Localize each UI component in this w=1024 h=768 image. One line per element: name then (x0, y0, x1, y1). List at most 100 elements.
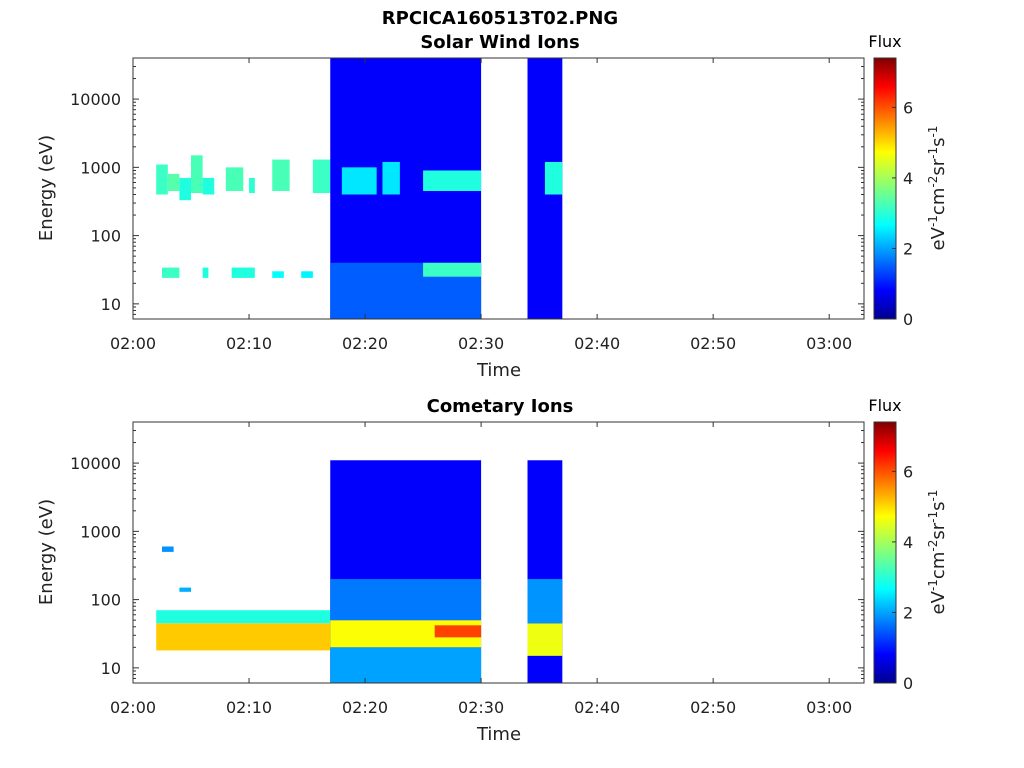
spectrogram-cell (156, 623, 331, 651)
spectrogram-cell (202, 267, 209, 278)
x-axis-label: Time (476, 360, 521, 381)
x-tick-label: 03:00 (806, 334, 852, 353)
unit-exponent: -1 (926, 511, 940, 523)
x-tick-label: 02:20 (342, 334, 388, 353)
unit-base: cm (928, 188, 949, 215)
unit-base: eV (928, 590, 949, 614)
colorbar-title: Flux (868, 32, 901, 51)
y-tick-label: 10 (101, 659, 121, 678)
colorbar-unit-label: eV-1cm-2sr-1s-1 (926, 126, 949, 251)
unit-exponent: -2 (926, 176, 940, 188)
spectrogram-cell (527, 579, 563, 624)
x-tick-label: 02:30 (458, 334, 504, 353)
spectrogram-cell (423, 170, 482, 192)
colorbar-tick-label: 2 (903, 239, 913, 258)
x-tick-label: 02:10 (226, 334, 272, 353)
unit-base: eV (928, 226, 949, 250)
unit-exponent: -1 (926, 579, 940, 591)
spectrogram-cell (202, 177, 215, 195)
x-tick-label: 02:50 (690, 334, 736, 353)
plot-frame (132, 57, 865, 320)
y-tick-label: 10000 (70, 454, 121, 473)
spectrogram-cell (341, 167, 377, 195)
colorbar-tick-label: 6 (903, 462, 913, 481)
spectrogram-cell (162, 267, 180, 278)
spectrogram-cell (312, 159, 331, 194)
x-axis-ticks: 02:00 02:10 02:20 02:30 02:40 02:50 03:00 (110, 58, 852, 353)
y-axis-label: Energy (eV) (36, 135, 57, 241)
spectrogram-cell (225, 167, 244, 192)
spectrogram-cell (191, 155, 203, 194)
spectrogram-cell (330, 647, 482, 683)
unit-base: sr (928, 522, 949, 539)
spectrogram-cell (272, 159, 290, 192)
x-tick-label: 02:00 (110, 698, 156, 717)
spectrogram-cell (156, 610, 331, 624)
plot-frame (132, 421, 865, 684)
spectrogram-cell (423, 262, 482, 277)
colorbar (873, 57, 897, 320)
panel-title: Cometary Ions (427, 396, 574, 417)
spectrogram-cell (179, 177, 192, 201)
spectrogram-cell (162, 546, 174, 552)
spectrogram-cell (167, 173, 180, 192)
unit-base: s (928, 138, 949, 147)
spectrogram-cell (272, 271, 284, 278)
unit-base: s (928, 502, 949, 511)
unit-exponent: -1 (926, 147, 940, 159)
spectrogram-cell (434, 625, 482, 638)
y-tick-label: 100 (90, 227, 121, 246)
y-tick-label: 1000 (80, 522, 121, 541)
x-tick-label: 02:50 (690, 698, 736, 717)
x-tick-label: 02:20 (342, 698, 388, 717)
y-axis-label: Energy (eV) (36, 499, 57, 605)
x-tick-label: 02:40 (574, 334, 620, 353)
spectrogram-cell (301, 271, 313, 278)
spectrogram-cell (544, 161, 563, 195)
x-axis-label: Time (476, 724, 521, 745)
x-tick-label: 02:00 (110, 334, 156, 353)
unit-exponent: -1 (926, 215, 940, 227)
colorbar-tick-label: 0 (903, 310, 913, 329)
colorbar-unit-label: eV-1cm-2sr-1s-1 (926, 490, 949, 615)
figure-title: RPCICA160513T02.PNG (382, 8, 618, 29)
x-tick-label: 03:00 (806, 698, 852, 717)
colorbar (873, 421, 897, 684)
colorbar-ticks: 0 2 4 6 (892, 98, 913, 329)
unit-base: cm (928, 552, 949, 579)
unit-exponent: -2 (926, 540, 940, 552)
x-tick-label: 02:10 (226, 698, 272, 717)
panel-cometary: Cometary Ions 02:00 02:10 02:20 02:30 02:40 0… (36, 396, 949, 745)
spectrogram-cell (527, 623, 563, 656)
spectrogram-cell (249, 177, 255, 194)
colorbar-title: Flux (868, 396, 901, 415)
panel-title: Solar Wind Ions (420, 32, 579, 53)
spectrogram-cells (156, 460, 563, 683)
spectrogram-cell (231, 267, 255, 278)
colorbar-ticks: 0 2 4 6 (892, 462, 913, 693)
spectrogram-cell (179, 587, 192, 592)
y-tick-label: 100 (90, 591, 121, 610)
spectrogram-cells (156, 58, 563, 319)
x-axis-ticks: 02:00 02:10 02:20 02:30 02:40 02:50 03:00 (110, 422, 852, 717)
spectrogram-cell (382, 161, 400, 195)
colorbar-tick-label: 2 (903, 603, 913, 622)
y-axis-ticks: 10 100 1000 10000 (70, 421, 864, 684)
colorbar-tick-label: 0 (903, 674, 913, 693)
colorbar-tick-label: 4 (903, 533, 913, 552)
unit-exponent: -1 (926, 490, 940, 502)
panel-solar-wind: Solar Wind Ions 02:00 02:10 02:20 02:30 02:4… (36, 32, 949, 381)
y-axis-ticks: 10 100 1000 10000 (70, 57, 864, 320)
unit-base: sr (928, 158, 949, 175)
x-tick-label: 02:30 (458, 698, 504, 717)
y-tick-label: 10 (101, 295, 121, 314)
y-tick-label: 10000 (70, 90, 121, 109)
spectrogram-cell (330, 579, 482, 621)
x-tick-label: 02:40 (574, 698, 620, 717)
spectrogram-cell (156, 164, 168, 195)
colorbar-tick-label: 4 (903, 169, 913, 188)
unit-exponent: -1 (926, 126, 940, 138)
y-tick-label: 1000 (80, 158, 121, 177)
colorbar-tick-label: 6 (903, 98, 913, 117)
